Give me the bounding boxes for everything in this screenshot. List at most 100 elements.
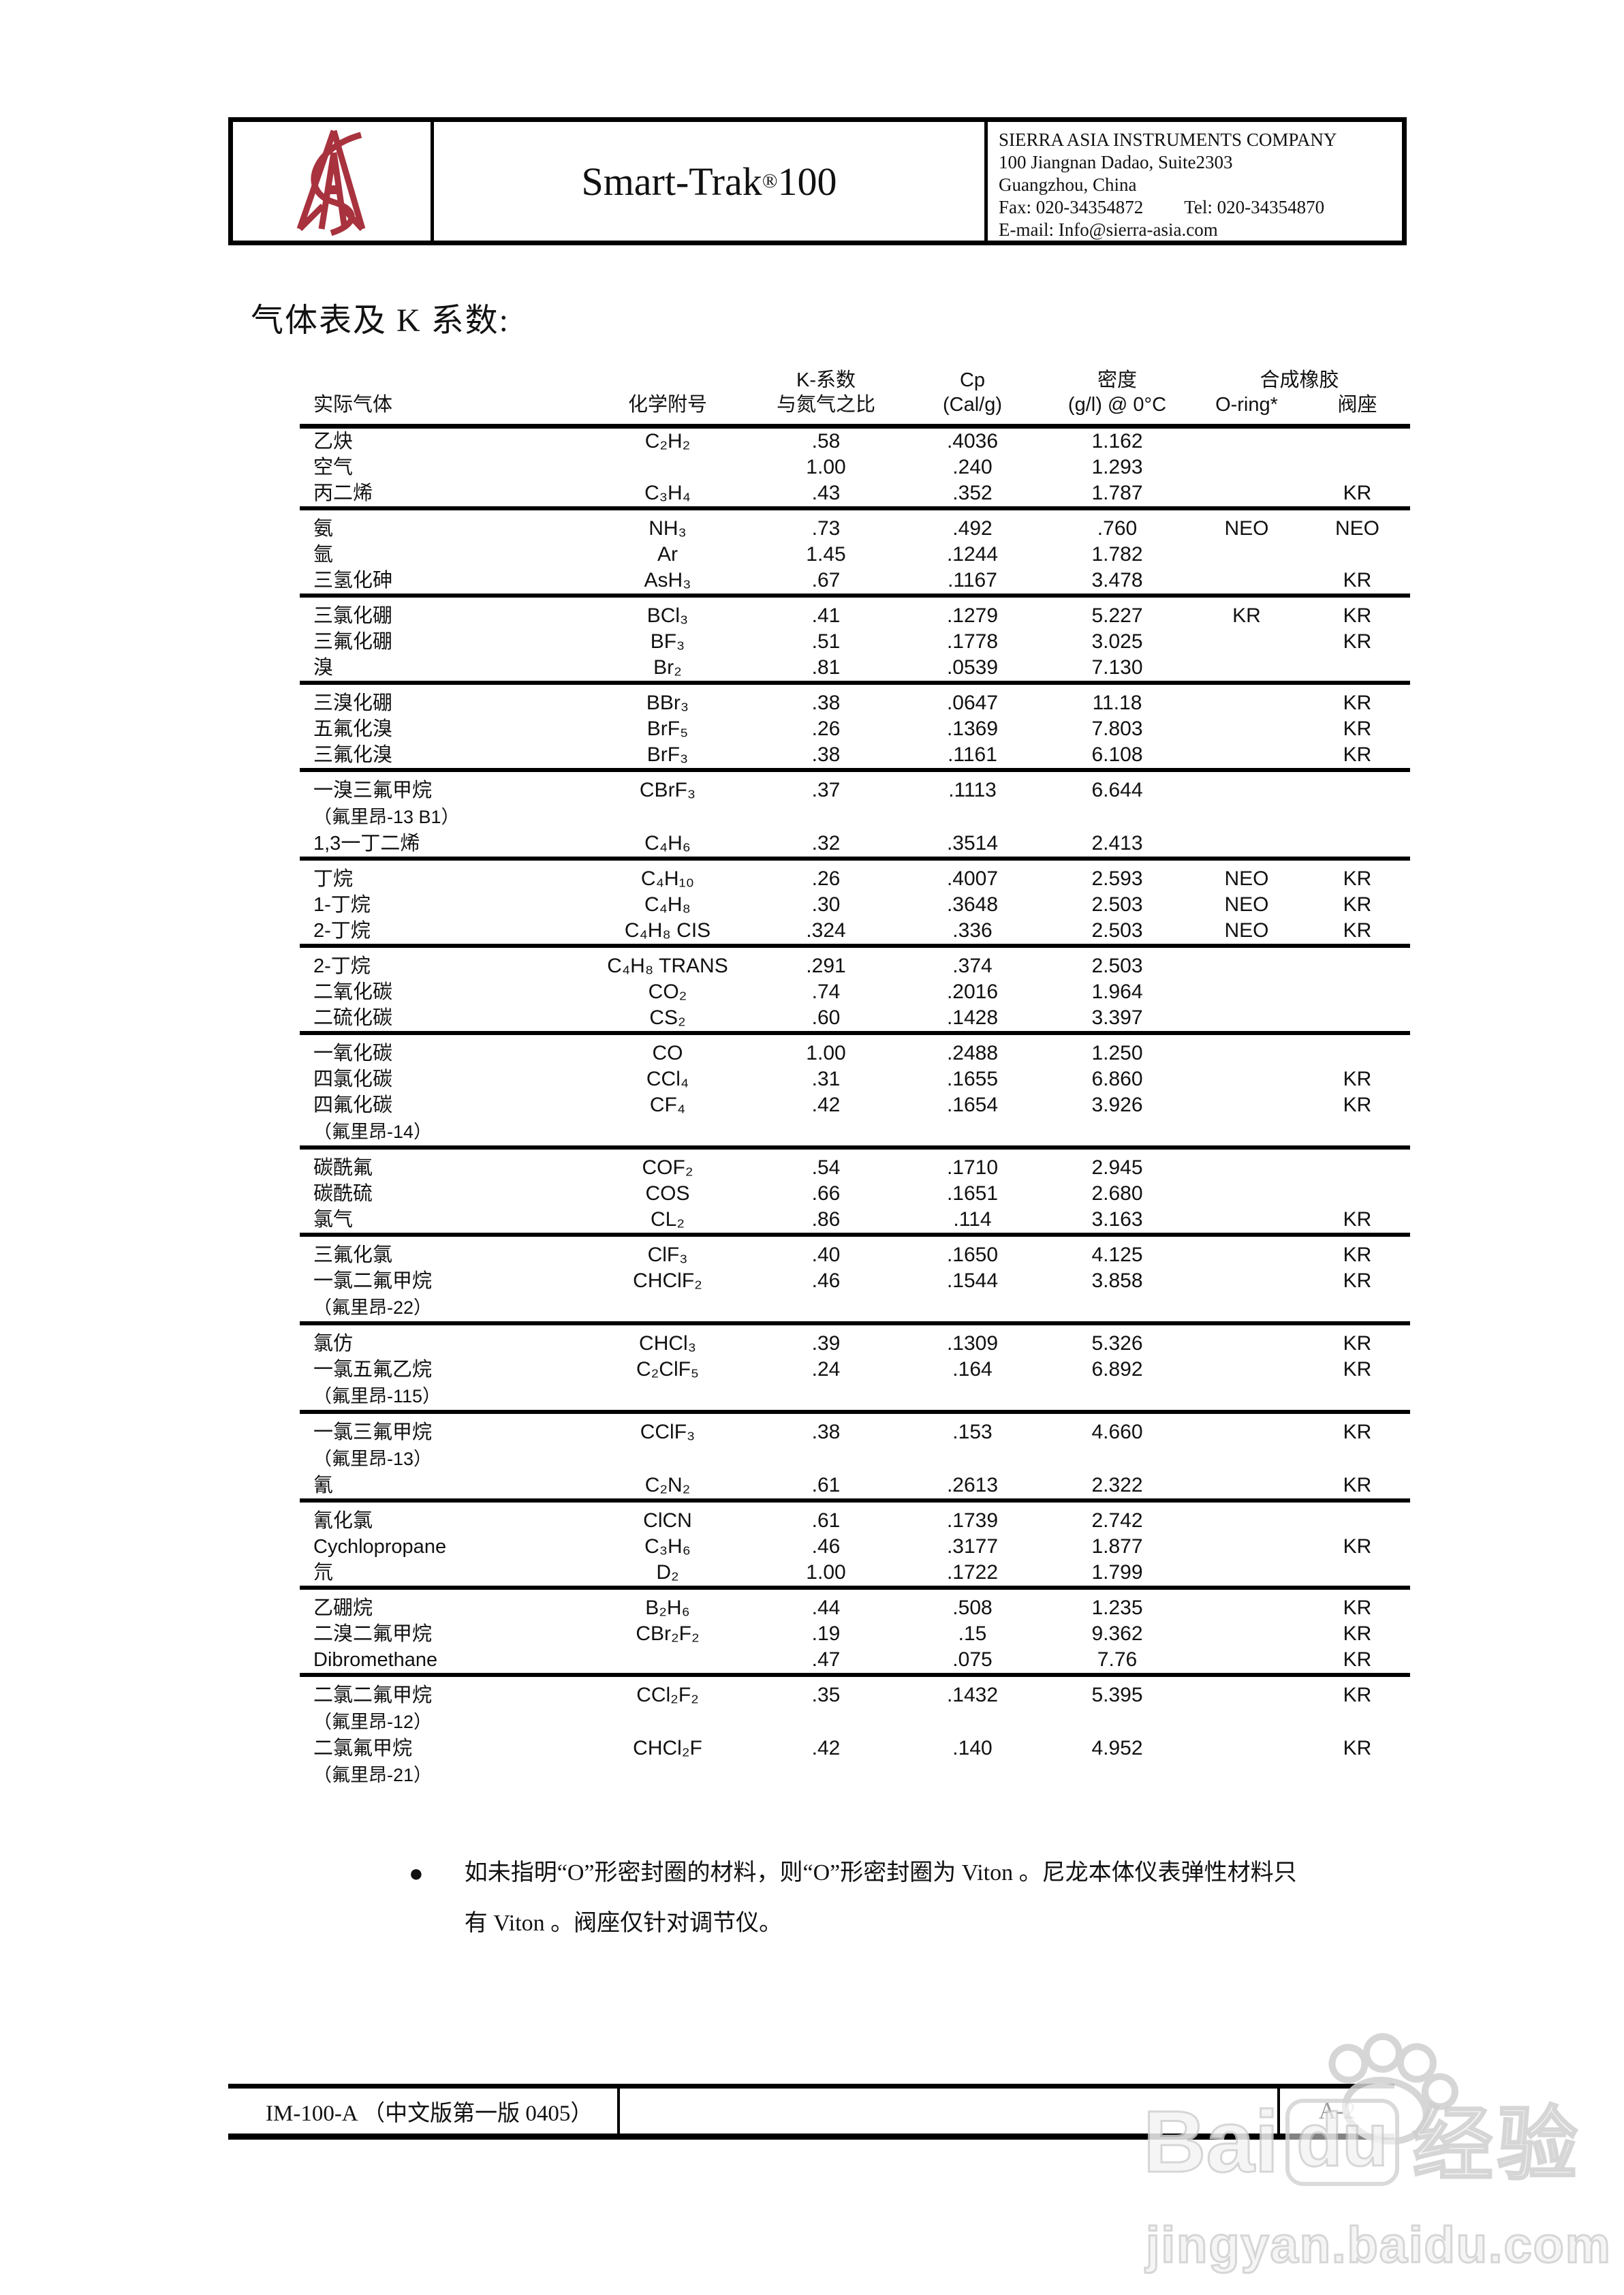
cell-formula: CHCl₃ [582, 1321, 753, 1357]
cell-formula: CO [582, 1031, 753, 1066]
cell-k: .291 [753, 944, 899, 979]
cell-s: KR [1343, 1208, 1372, 1231]
cell-s: KR [1305, 594, 1411, 629]
table-subrow: （氟里昂-13 B1） [300, 803, 1410, 831]
cell-formula: CF₄ [649, 1094, 686, 1116]
cell-s: KR [1343, 893, 1372, 916]
gas-k-factor-table: K-系数 Cp 密度 合成橡胶 实际气体 化学附号 与氮气之比 (Cal/g) … [300, 368, 1411, 1789]
cell-k: .51 [811, 630, 841, 653]
cell-k: .37 [753, 768, 899, 803]
cell-s: NEO [1305, 506, 1411, 542]
table-row: 一氯五氟乙烷 C₂ClF₅ .24 .164 6.892 KR [300, 1357, 1410, 1383]
header-gas: 实际气体 [300, 392, 582, 429]
cell-s [1305, 979, 1410, 1005]
cell-d: 5.227 [1046, 594, 1189, 629]
cell-s: KR [1343, 743, 1372, 766]
cell-name: 溴 [313, 657, 334, 679]
cell-name: 碳酰氟 [300, 1145, 582, 1181]
cell-formula: B₂H₆ [582, 1586, 753, 1621]
cell-name: 空气 [313, 457, 354, 478]
header-density-line2: (g/l) @ 0°C [1046, 392, 1189, 429]
cell-cp: .3514 [946, 832, 999, 854]
cell-d: 4.952 [1091, 1737, 1143, 1759]
cell-formula: ClF₃ [582, 1233, 753, 1268]
cell-cp: .2613 [946, 1474, 999, 1496]
product-number: 100 [777, 159, 837, 204]
header-seat: 阀座 [1305, 392, 1411, 429]
table-row: 四氯化碳 CCl₄ .31 .1655 6.860 KR [300, 1066, 1410, 1092]
cell-o [1189, 1233, 1305, 1268]
cell-name: 三氟化溴 [313, 744, 393, 766]
table-row: 五氟化溴 BrF₅ .26 .1369 7.803 KR [300, 716, 1410, 742]
cell-cp: .240 [952, 456, 993, 478]
cell-s [1305, 427, 1410, 455]
cell-cp: .0539 [946, 656, 999, 679]
table-row: 碳酰硫 COS .66 .1651 2.680 [300, 1181, 1410, 1207]
cell-o [1189, 1560, 1305, 1588]
cell-cp: .1655 [946, 1068, 999, 1090]
cell-o [1189, 1321, 1305, 1357]
cell-formula: AsH₃ [644, 569, 691, 591]
cell-s: KR [1305, 681, 1411, 716]
table-row: 碳酰氟 COF₂ .54.1710 2.945 [300, 1145, 1411, 1181]
cell-o [1189, 1410, 1305, 1445]
cell-o [1189, 1005, 1305, 1033]
cell-o [1189, 831, 1305, 859]
cell-k: .38 [753, 1410, 899, 1445]
freon-sublabel: （氟里昂-12） [313, 1712, 433, 1732]
cell-name: 氰化氯 [300, 1498, 582, 1534]
cell-d: 9.362 [1091, 1622, 1143, 1645]
cell-k: .61 [753, 1498, 899, 1534]
cell-d: 5.326 [1046, 1321, 1189, 1357]
cell-d: 1.877 [1091, 1535, 1143, 1558]
watermark-url: jingyan.baidu.com [1145, 2216, 1612, 2275]
cell-o [1189, 427, 1305, 455]
cell-d: 2.945 [1046, 1145, 1189, 1181]
table-subrow: （氟里昂-13） [300, 1445, 1410, 1473]
table-row: 乙硼烷 B₂H₆ .44.508 1.235 KR [300, 1586, 1411, 1621]
cell-name: 一氧化碳 [300, 1031, 582, 1066]
cell-d: 3.397 [1091, 1006, 1143, 1029]
company-email: E-mail: Info@sierra-asia.com [999, 219, 1218, 240]
header-density-line1: 密度 [1097, 369, 1137, 391]
table-row: 丁烷 C₄H₁₀ .26.4007 2.593 NEO KR [300, 857, 1411, 892]
cell-d: 7.803 [1091, 718, 1143, 740]
cell-s: KR [1343, 1737, 1372, 1759]
cell-k: .44 [753, 1586, 899, 1621]
cell-d: 1.787 [1091, 482, 1143, 504]
cell-formula: BBr₃ [582, 681, 753, 716]
cell-k: .54 [753, 1145, 899, 1181]
header-rubber-group: 合成橡胶 [1260, 369, 1339, 391]
table-row: 2-丁烷 C₄H₈ TRANS .291.374 2.503 [300, 944, 1411, 979]
cell-cp: .1279 [899, 594, 1046, 629]
cell-formula: Br₂ [653, 656, 682, 679]
cell-k: .40 [753, 1233, 899, 1268]
cell-name: 三氟化氯 [300, 1233, 582, 1268]
footnote-text: 如未指明“O”形密封圈的材料，则“O”形密封圈为 Viton 。尼龙本体仪表弹性… [465, 1848, 1297, 1949]
cell-name: 三氯化硼 [300, 594, 582, 629]
cell-name: 乙硼烷 [300, 1586, 582, 1621]
cell-cp: .1651 [946, 1182, 999, 1205]
cell-cp: .2016 [946, 981, 999, 1003]
table-row: 丙二烯 C₃H₄ .43 .352 1.787 KR [300, 480, 1410, 508]
cell-s: KR [1305, 857, 1411, 892]
cell-d: 1.782 [1091, 543, 1143, 566]
cell-name: 丙二烯 [313, 482, 373, 504]
header-spacer [582, 368, 753, 392]
cell-cp: .1778 [946, 630, 999, 653]
cell-d: 7.76 [1097, 1648, 1138, 1671]
cell-d: 1.235 [1046, 1586, 1189, 1621]
cell-d: 3.163 [1091, 1208, 1143, 1231]
cell-name: 四氯化碳 [313, 1068, 393, 1090]
table-row: Dibromethane .47 .075 7.76 KR [300, 1647, 1410, 1675]
cell-d: 11.18 [1046, 681, 1189, 716]
table-row: 二硫化碳 CS₂ .60 .1428 3.397 [300, 1005, 1410, 1033]
cell-s [1305, 1498, 1411, 1534]
cell-formula: Ar [657, 543, 678, 566]
cell-k: .41 [753, 594, 899, 629]
cell-d: 2.503 [1091, 893, 1143, 916]
cell-name: 1,3一丁二烯 [313, 833, 420, 854]
table-row: 溴 Br₂ .81 .0539 7.130 [300, 655, 1410, 683]
cell-formula: C₃H₄ [644, 482, 691, 504]
